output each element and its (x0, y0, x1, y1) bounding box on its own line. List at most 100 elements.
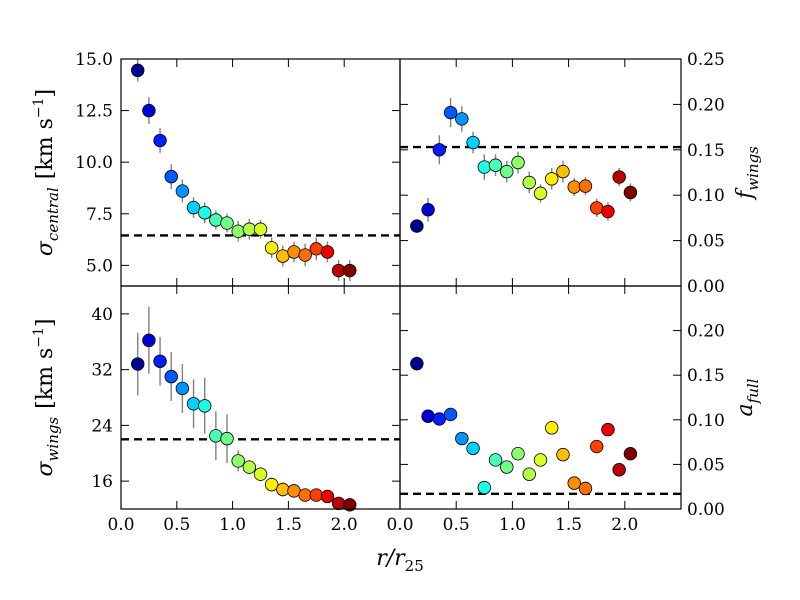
data-point-a_full (545, 421, 559, 435)
data-point-f_wings (455, 112, 469, 126)
data-point-a_full (432, 412, 447, 426)
data-point-a_full (533, 453, 548, 467)
data-point-sigma_central (231, 224, 245, 239)
data-point-sigma_central (153, 133, 167, 148)
y-tick-label-sigma_wings: 40 (91, 305, 113, 325)
y-tick-label-sigma_wings: 16 (91, 472, 113, 492)
y-label-units-superscript: −1 (31, 97, 47, 118)
data-point-f_wings (432, 143, 447, 157)
data-point-sigma_wings (320, 489, 335, 504)
data-point-a_full (567, 476, 581, 490)
data-point-sigma_central (175, 184, 190, 198)
data-point-a_full (578, 481, 593, 496)
y-label-units: [km s (33, 348, 58, 409)
y-tick-label-a_full: 0.00 (687, 500, 725, 520)
data-point-f_wings (578, 179, 593, 193)
data-point-sigma_wings (343, 498, 357, 512)
data-point-f_wings (522, 175, 536, 190)
y-tick-label-f_wings: 0.15 (687, 141, 725, 161)
data-point-sigma_central (298, 248, 312, 262)
data-point-a_full (477, 480, 492, 495)
x-label-main: r/r (376, 546, 406, 571)
data-point-a_full (466, 441, 480, 456)
data-point-sigma_wings (276, 482, 290, 497)
data-point-sigma_central (276, 249, 290, 263)
data-point-sigma_central (264, 241, 279, 255)
y-label-symbol: σ (33, 460, 58, 476)
data-point-a_full (522, 467, 536, 481)
panel-sigma_wings: 16 24 32 40 (91, 285, 401, 512)
data-point-a_full (556, 447, 570, 462)
y-label-units: [km s (33, 118, 58, 179)
data-point-a_full (511, 446, 525, 461)
data-point-sigma_central (220, 216, 234, 230)
data-point-f_wings (488, 158, 503, 172)
x-label-subscript: 25 (405, 557, 424, 575)
x-axis-label: r/r25 (376, 546, 424, 575)
data-point-f_wings (466, 135, 480, 150)
data-point-sigma_wings (131, 357, 145, 371)
y-label-units-close: ] (33, 319, 58, 328)
panel-sigma_central: 5.0 7.5 10.0 12.5 15.0 (75, 50, 401, 287)
panels-group: 5.07.510.012.515.00.000.050.100.150.200.… (75, 50, 725, 520)
x-tick-label-right: 1.0 (499, 515, 526, 535)
data-point-sigma_wings (298, 488, 312, 502)
y-axis-label-sigma_wings: σwings [km s−1] (31, 319, 62, 477)
x-tick-label-right: 2.0 (611, 515, 638, 535)
x-tick-label-left: 1.5 (275, 515, 302, 535)
data-point-sigma_wings (287, 484, 301, 498)
y-tick-label-f_wings: 0.25 (687, 50, 725, 70)
data-point-sigma_wings (153, 354, 167, 368)
y-label-units-superscript: −1 (31, 327, 47, 348)
x-tick-label-left: 1.0 (219, 515, 246, 535)
data-point-a_full (455, 431, 469, 446)
x-tick-label-right: 1.5 (555, 515, 582, 535)
data-point-sigma_wings (142, 333, 156, 348)
x-tick-label-right: 0.0 (386, 515, 413, 535)
data-point-sigma_wings (186, 397, 201, 411)
data-point-f_wings (410, 219, 424, 233)
data-point-f_wings (612, 170, 626, 184)
y-label-units-close: ] (33, 89, 58, 98)
y-tick-label-f_wings: 0.05 (687, 232, 725, 252)
data-point-sigma_wings (331, 496, 346, 511)
y-tick-label-sigma_central: 5.0 (86, 256, 113, 276)
data-point-sigma_wings (209, 429, 223, 443)
data-point-f_wings (545, 172, 559, 186)
data-point-a_full (601, 422, 615, 437)
x-tick-label-left: 2.0 (331, 515, 358, 535)
data-point-sigma_central (164, 169, 178, 184)
data-point-sigma_central (331, 263, 346, 278)
y-tick-label-sigma_central: 15.0 (75, 50, 113, 70)
y-tick-label-f_wings: 0.00 (687, 277, 725, 297)
data-point-sigma_wings (264, 477, 279, 492)
data-point-f_wings (533, 186, 548, 201)
panel-a_full: 0.00 0.05 0.10 0.15 0.20 (399, 285, 725, 520)
data-point-sigma_wings (175, 381, 190, 396)
y-tick-label-a_full: 0.05 (687, 455, 725, 475)
data-point-a_full (410, 356, 424, 371)
data-point-f_wings (477, 160, 492, 174)
y-tick-label-sigma_wings: 24 (91, 416, 113, 436)
y-label-subscript: full (744, 378, 762, 404)
data-point-a_full (500, 460, 514, 474)
data-point-f_wings (500, 164, 514, 179)
data-point-sigma_central (320, 245, 335, 259)
y-label-symbol: σ (33, 240, 58, 256)
data-point-a_full (590, 439, 604, 454)
data-point-f_wings (443, 105, 458, 120)
data-point-f_wings (556, 164, 570, 179)
data-point-sigma_wings (242, 460, 257, 474)
panel-f_wings: 0.00 0.05 0.10 0.15 0.20 0.25 (399, 50, 725, 297)
data-point-f_wings (590, 201, 604, 215)
data-point-sigma_wings (231, 454, 245, 468)
data-point-a_full (488, 453, 503, 467)
data-point-sigma_central (186, 200, 201, 215)
data-point-sigma_central (209, 213, 223, 227)
data-point-f_wings (567, 180, 581, 194)
y-tick-label-f_wings: 0.20 (687, 95, 725, 115)
y-axis-label-sigma_central: σcentral [km s−1] (31, 89, 62, 256)
y-tick-label-sigma_central: 10.0 (75, 153, 113, 173)
